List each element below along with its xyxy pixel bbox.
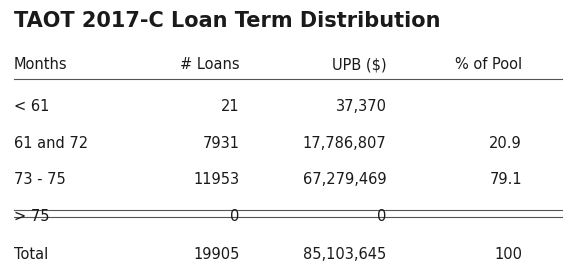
Text: % of Pool: % of Pool: [455, 57, 522, 72]
Text: 20.9: 20.9: [489, 136, 522, 151]
Text: < 61: < 61: [14, 99, 50, 114]
Text: 0: 0: [377, 209, 386, 224]
Text: 100: 100: [494, 247, 522, 262]
Text: # Loans: # Loans: [180, 57, 240, 72]
Text: 7931: 7931: [203, 136, 240, 151]
Text: 73 - 75: 73 - 75: [14, 172, 66, 188]
Text: 79.1: 79.1: [490, 172, 522, 188]
Text: UPB ($): UPB ($): [332, 57, 386, 72]
Text: TAOT 2017-C Loan Term Distribution: TAOT 2017-C Loan Term Distribution: [14, 11, 441, 31]
Text: 0: 0: [230, 209, 240, 224]
Text: 21: 21: [221, 99, 240, 114]
Text: 37,370: 37,370: [336, 99, 386, 114]
Text: 67,279,469: 67,279,469: [303, 172, 386, 188]
Text: 19905: 19905: [193, 247, 240, 262]
Text: Total: Total: [14, 247, 48, 262]
Text: 85,103,645: 85,103,645: [303, 247, 386, 262]
Text: 11953: 11953: [194, 172, 240, 188]
Text: 61 and 72: 61 and 72: [14, 136, 88, 151]
Text: 17,786,807: 17,786,807: [303, 136, 386, 151]
Text: > 75: > 75: [14, 209, 50, 224]
Text: Months: Months: [14, 57, 68, 72]
